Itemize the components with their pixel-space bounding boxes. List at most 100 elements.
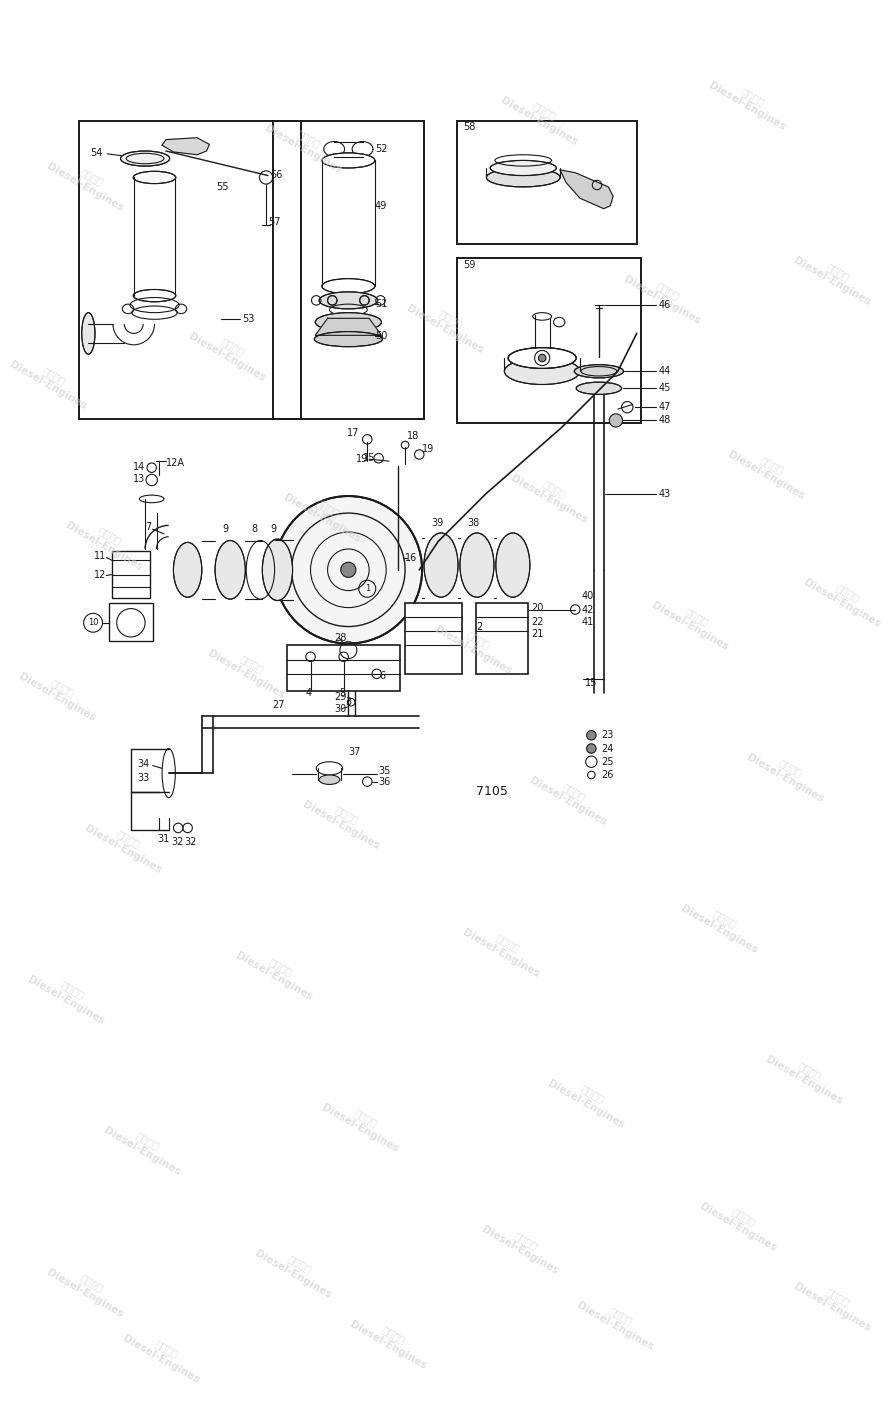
Text: 32: 32	[185, 838, 198, 848]
Text: 4: 4	[306, 687, 312, 697]
Ellipse shape	[460, 532, 494, 598]
Text: 紫发动力
Diesel-Engines: 紫发动力 Diesel-Engines	[622, 264, 708, 327]
Text: 36: 36	[378, 777, 391, 787]
Text: 紫发动力
Diesel-Engines: 紫发动力 Diesel-Engines	[792, 1271, 878, 1333]
Text: 紫发动力
Diesel-Engines: 紫发动力 Diesel-Engines	[121, 1323, 207, 1386]
Bar	[272, 121, 424, 419]
Text: 25: 25	[601, 757, 613, 767]
Text: 紫发动力
Diesel-Engines: 紫发动力 Diesel-Engines	[651, 591, 736, 653]
Text: 27: 27	[272, 700, 285, 710]
Bar	[457, 258, 642, 423]
Text: 紫发动力
Diesel-Engines: 紫发动力 Diesel-Engines	[45, 151, 132, 213]
Text: 紫发动力
Diesel-Engines: 紫发动力 Diesel-Engines	[320, 1092, 406, 1154]
Text: 紫发动力
Diesel-Engines: 紫发动力 Diesel-Engines	[17, 662, 103, 724]
Text: 56: 56	[270, 169, 282, 179]
Text: 紫发动力
Diesel-Engines: 紫发动力 Diesel-Engines	[234, 940, 320, 1003]
Text: 22: 22	[530, 616, 543, 626]
Text: 54: 54	[90, 148, 102, 158]
Text: 41: 41	[582, 616, 595, 626]
Text: 34: 34	[138, 758, 150, 768]
Text: 紫发动力
Diesel-Engines: 紫发动力 Diesel-Engines	[499, 85, 585, 148]
Text: 紫发动力
Diesel-Engines: 紫发动力 Diesel-Engines	[745, 743, 831, 804]
Text: 紫发动力
Diesel-Engines: 紫发动力 Diesel-Engines	[27, 964, 112, 1027]
Text: 15: 15	[362, 453, 375, 463]
Bar	[476, 604, 528, 674]
Circle shape	[538, 354, 546, 362]
Polygon shape	[162, 138, 209, 155]
Text: 紫发动力
Diesel-Engines: 紫发动力 Diesel-Engines	[698, 1191, 784, 1254]
Text: 17: 17	[346, 427, 359, 437]
Text: 12: 12	[94, 569, 106, 579]
Text: 紫发动力
Diesel-Engines: 紫发动力 Diesel-Engines	[575, 1291, 660, 1352]
Polygon shape	[560, 170, 613, 209]
Text: 1: 1	[365, 584, 370, 594]
Ellipse shape	[314, 331, 383, 346]
Text: 28: 28	[334, 633, 346, 643]
Text: 19: 19	[422, 444, 434, 454]
Text: 14: 14	[133, 462, 145, 471]
Text: 29: 29	[334, 693, 346, 703]
Text: 5: 5	[339, 687, 345, 697]
Ellipse shape	[215, 541, 246, 599]
Text: 52: 52	[375, 143, 387, 155]
Ellipse shape	[174, 542, 202, 598]
Text: 紫发动力
Diesel-Engines: 紫发动力 Diesel-Engines	[546, 1068, 633, 1130]
Ellipse shape	[424, 532, 458, 598]
Bar	[112, 551, 150, 598]
Text: 44: 44	[659, 366, 671, 376]
Text: 紫发动力
Diesel-Engines: 紫发动力 Diesel-Engines	[282, 481, 368, 544]
Text: 58: 58	[463, 122, 475, 132]
Text: 紫发动力
Diesel-Engines: 紫发动力 Diesel-Engines	[792, 246, 878, 308]
Text: 16: 16	[405, 554, 417, 564]
Text: 55: 55	[216, 182, 229, 192]
Text: 9: 9	[270, 524, 276, 534]
Text: 紫发动力
Diesel-Engines: 紫发动力 Diesel-Engines	[679, 893, 765, 956]
Text: 19: 19	[356, 454, 368, 464]
Text: 紫发动力
Diesel-Engines: 紫发动力 Diesel-Engines	[348, 1309, 433, 1372]
Text: 37: 37	[348, 747, 360, 757]
Text: 紫发动力
Diesel-Engines: 紫发动力 Diesel-Engines	[433, 615, 519, 676]
Ellipse shape	[496, 532, 530, 598]
Bar	[287, 646, 400, 692]
Text: 紫发动力
Diesel-Engines: 紫发动力 Diesel-Engines	[263, 114, 349, 176]
Circle shape	[275, 496, 422, 643]
Text: 8: 8	[251, 524, 257, 534]
Text: 紫发动力
Diesel-Engines: 紫发动力 Diesel-Engines	[405, 293, 490, 355]
Text: 6: 6	[379, 670, 385, 680]
Text: 紫发动力
Diesel-Engines: 紫发动力 Diesel-Engines	[764, 1045, 850, 1106]
Text: 紫发动力
Diesel-Engines: 紫发动力 Diesel-Engines	[461, 917, 547, 978]
Ellipse shape	[319, 293, 377, 310]
Text: 20: 20	[530, 602, 543, 612]
Text: 35: 35	[378, 767, 391, 777]
Text: 31: 31	[158, 835, 170, 845]
Text: 59: 59	[463, 260, 475, 270]
Circle shape	[341, 562, 356, 578]
Text: 7: 7	[145, 523, 151, 532]
Ellipse shape	[263, 540, 293, 601]
Text: 7105: 7105	[476, 785, 508, 798]
Text: 45: 45	[659, 383, 671, 393]
Text: 50: 50	[375, 331, 387, 341]
Text: 18: 18	[407, 430, 419, 440]
Text: 紫发动力
Diesel-Engines: 紫发动力 Diesel-Engines	[64, 510, 150, 572]
Text: 26: 26	[601, 770, 613, 780]
Text: 43: 43	[659, 488, 671, 500]
Ellipse shape	[322, 278, 375, 294]
Circle shape	[587, 744, 596, 753]
Text: 10: 10	[88, 618, 98, 628]
Text: 38: 38	[467, 517, 480, 528]
Text: 33: 33	[138, 772, 150, 782]
Text: 53: 53	[242, 314, 255, 324]
Ellipse shape	[319, 775, 340, 784]
Text: 42: 42	[582, 605, 595, 615]
Ellipse shape	[508, 348, 576, 368]
Text: 紫发动力
Diesel-Engines: 紫发动力 Diesel-Engines	[45, 1257, 132, 1319]
Ellipse shape	[490, 160, 556, 176]
Text: 40: 40	[582, 591, 595, 601]
Ellipse shape	[505, 358, 580, 385]
Text: 紫发动力
Diesel-Engines: 紫发动力 Diesel-Engines	[187, 321, 273, 383]
Circle shape	[587, 730, 596, 740]
Text: 紫发动力
Diesel-Engines: 紫发动力 Diesel-Engines	[481, 1214, 566, 1277]
Text: 46: 46	[659, 300, 671, 310]
Text: 48: 48	[659, 416, 671, 426]
